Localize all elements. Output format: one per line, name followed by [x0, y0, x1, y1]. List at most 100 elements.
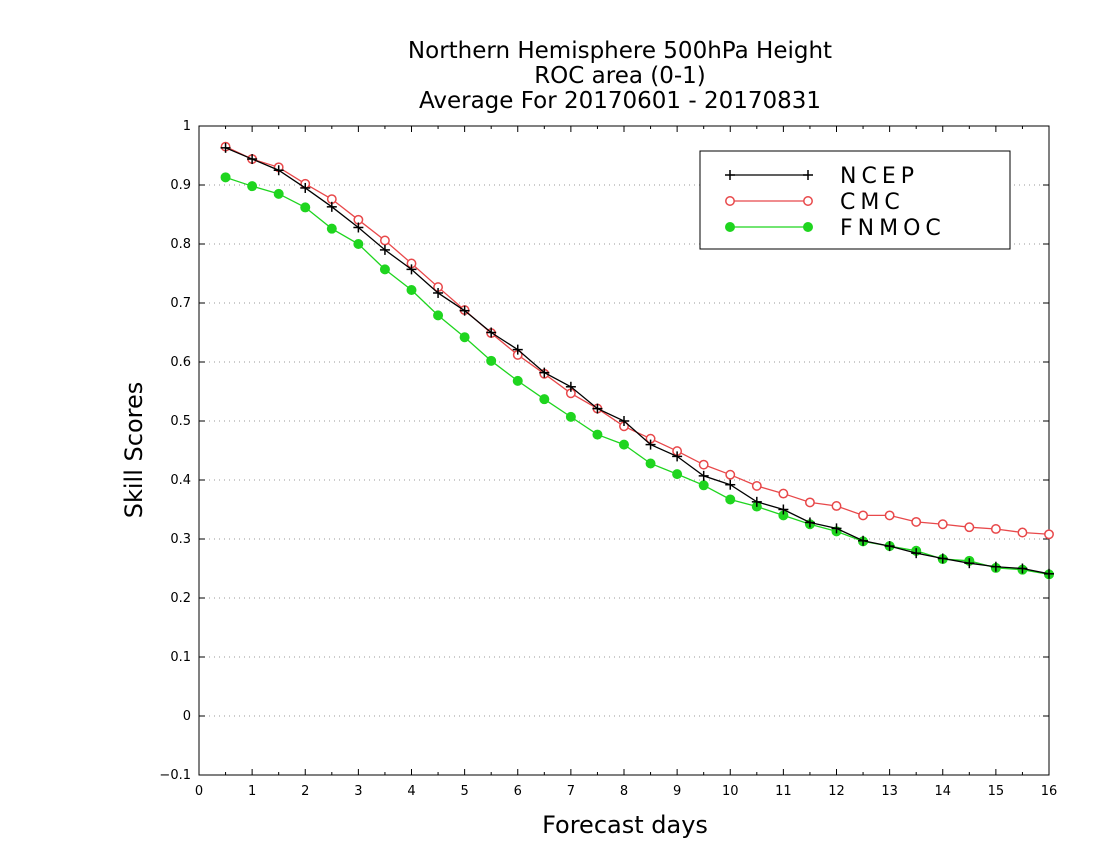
- data-point-fnmoc: [645, 458, 656, 469]
- data-point-cmc: [379, 235, 390, 246]
- data-point-ncep: [698, 470, 709, 481]
- data-point-ncep: [459, 305, 470, 316]
- data-point-fnmoc: [565, 411, 576, 422]
- data-point-ncep: [300, 182, 311, 193]
- data-point-ncep: [247, 154, 258, 165]
- data-point-ncep: [273, 165, 284, 176]
- series-ncep: [220, 142, 1054, 579]
- legend-label-cmc: CMC: [840, 190, 905, 215]
- data-point-ncep: [725, 479, 736, 490]
- grid-lines: [199, 184, 1049, 717]
- y-axis-title: Skill Scores: [120, 382, 148, 519]
- x-tick-label: 0: [195, 784, 203, 799]
- data-point-cmc: [964, 522, 975, 533]
- data-point-fnmoc: [273, 188, 284, 199]
- data-point-fnmoc: [300, 202, 311, 213]
- legend-label-fnmoc: FNMOC: [840, 216, 946, 241]
- x-tick-label: 6: [514, 784, 522, 799]
- data-point-ncep: [220, 142, 231, 153]
- data-point-cmc: [751, 480, 762, 491]
- x-tick-label: 12: [828, 784, 845, 799]
- data-point-ncep: [751, 496, 762, 507]
- series-line-ncep: [225, 147, 1050, 575]
- data-point-cmc: [831, 501, 842, 511]
- data-point-ncep: [937, 553, 948, 564]
- data-point-ncep: [433, 287, 444, 298]
- y-tick-label: 0.4: [170, 473, 191, 488]
- data-point-ncep: [619, 416, 629, 426]
- data-point-fnmoc: [592, 429, 603, 440]
- legend-label-ncep: NCEP: [840, 164, 919, 189]
- y-tick-label: 0: [183, 709, 191, 724]
- x-tick-label: 16: [1041, 784, 1058, 799]
- legend-item-ncep: NCEP: [725, 164, 919, 189]
- data-point-ncep: [539, 367, 550, 378]
- x-tick-label: 7: [567, 784, 575, 799]
- data-point-ncep: [512, 344, 523, 355]
- x-tick-label: 5: [460, 784, 468, 799]
- data-point-ncep: [1017, 563, 1028, 574]
- data-point-cmc: [804, 497, 815, 508]
- y-tick-label: 0.9: [170, 178, 191, 193]
- data-point-cmc: [884, 510, 895, 521]
- data-point-fnmoc: [247, 181, 258, 192]
- legend-item-cmc: CMC: [725, 190, 905, 215]
- data-point-ncep: [884, 541, 895, 552]
- data-point-ncep: [592, 403, 603, 414]
- data-point-ncep: [911, 548, 922, 559]
- y-tick-label: 0.5: [170, 414, 191, 429]
- chart-title-line-3: Average For 20170601 - 20170831: [419, 88, 821, 114]
- legend-marker-cmc: [725, 196, 735, 206]
- data-point-fnmoc: [433, 310, 444, 321]
- data-point-ncep: [990, 561, 1001, 572]
- y-tick-label: 0.6: [170, 355, 191, 370]
- data-point-cmc: [911, 516, 922, 527]
- y-tick-label: 0.3: [170, 532, 191, 547]
- data-point-ncep: [565, 381, 576, 392]
- data-point-cmc: [1044, 529, 1054, 540]
- data-point-cmc: [725, 469, 736, 480]
- y-tick-label: 0.8: [170, 237, 191, 252]
- x-tick-label: 15: [988, 784, 1005, 799]
- data-point-fnmoc: [512, 375, 523, 386]
- data-point-ncep: [1044, 568, 1054, 579]
- x-axis-title: Forecast days: [542, 811, 708, 839]
- x-tick-label: 2: [301, 784, 309, 799]
- data-point-fnmoc: [379, 264, 390, 275]
- data-point-fnmoc: [672, 469, 683, 480]
- data-point-ncep: [406, 264, 417, 275]
- data-point-fnmoc: [725, 494, 736, 505]
- axis-ticks: −0.100.10.20.30.40.50.60.70.80.910 1 2 3 4 5 6…: [159, 119, 1057, 799]
- data-point-ncep: [804, 517, 815, 528]
- y-tick-label: 1: [183, 119, 191, 134]
- data-point-fnmoc: [326, 223, 337, 234]
- legend-marker-ncep: [803, 170, 813, 180]
- x-tick-label: 14: [934, 784, 951, 799]
- data-point-cmc: [858, 510, 869, 521]
- chart-title-line-2: ROC area (0-1): [534, 63, 706, 89]
- data-point-ncep: [964, 558, 975, 569]
- x-tick-label: 8: [620, 784, 628, 799]
- x-tick-label: 11: [775, 784, 792, 799]
- data-point-ncep: [831, 523, 842, 534]
- y-tick-label: 0.1: [170, 650, 191, 665]
- data-point-fnmoc: [619, 439, 629, 450]
- data-point-fnmoc: [353, 239, 364, 249]
- data-point-fnmoc: [539, 394, 550, 405]
- data-point-cmc: [698, 459, 709, 470]
- data-point-cmc: [937, 519, 948, 530]
- x-tick-label: 10: [722, 784, 739, 799]
- chart-title-line-1: Northern Hemisphere 500hPa Height: [408, 38, 832, 64]
- data-point-ncep: [486, 327, 497, 338]
- y-tick-label: 0.7: [170, 296, 191, 311]
- legend-marker-fnmoc: [803, 222, 813, 232]
- chart-title: Northern Hemisphere 500hPa Height ROC ar…: [408, 38, 832, 114]
- data-series: [220, 141, 1054, 580]
- x-tick-label: 9: [673, 784, 681, 799]
- data-point-ncep: [778, 504, 789, 515]
- legend-marker-cmc: [803, 196, 813, 206]
- legend-box: [699, 150, 1011, 250]
- data-point-fnmoc: [459, 332, 470, 343]
- data-point-ncep: [379, 244, 390, 255]
